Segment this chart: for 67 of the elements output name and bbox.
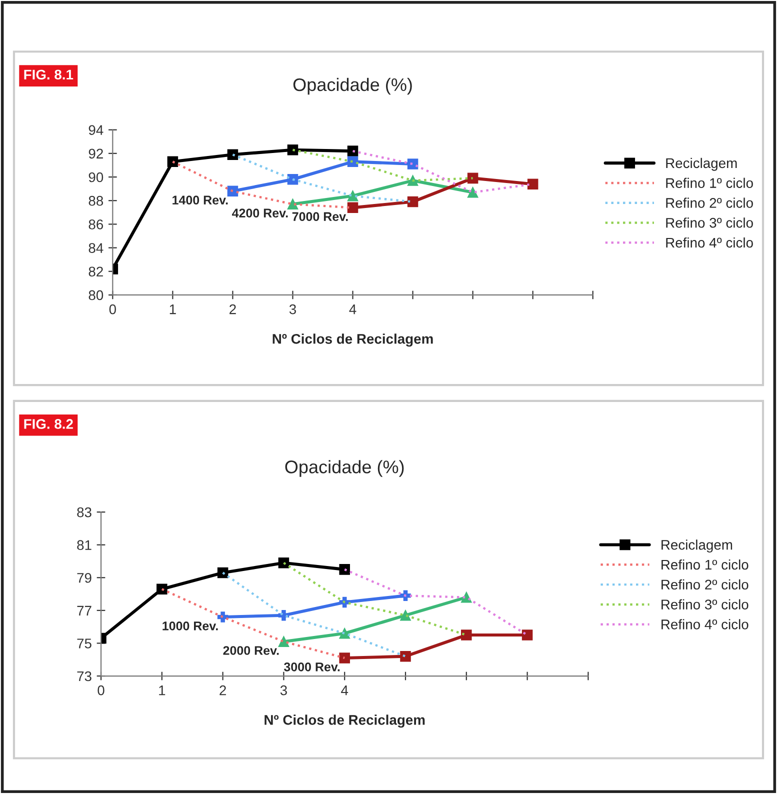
y-tick-label: 90 <box>88 172 104 182</box>
legend-label: Refino 4º ciclo <box>662 619 748 630</box>
y-tick-label: 75 <box>77 638 92 648</box>
point <box>400 650 411 662</box>
point <box>217 567 228 578</box>
point <box>339 652 350 664</box>
point <box>287 198 298 210</box>
point <box>522 630 533 640</box>
legend-label: Reciclagem <box>666 158 737 171</box>
x-tick-label: 2 <box>220 685 226 696</box>
point <box>347 202 358 214</box>
point <box>461 630 472 640</box>
x-tick-label: 0 <box>98 685 104 696</box>
y-tick-label: 81 <box>77 540 92 550</box>
x-tick-label: 1 <box>159 686 166 696</box>
x-tick-label: 2 <box>230 304 236 314</box>
y-tick-label: 92 <box>88 148 103 159</box>
y-tick-label: 82 <box>88 266 103 277</box>
legend-label: Refino 2º ciclo <box>666 198 753 208</box>
x-tick-label: 3 <box>289 304 296 314</box>
caption: FIG. 8.2 <box>24 419 73 429</box>
annotation: 1000 Rev. <box>162 621 218 630</box>
annotation: 1400 Rev. <box>172 196 228 205</box>
x-axis-title: Nº Ciclos de Reciclagem <box>264 714 425 728</box>
y-tick-label: 77 <box>77 606 92 616</box>
legend-label: Refino 4º ciclo <box>666 237 753 248</box>
point <box>467 172 478 184</box>
point <box>167 156 178 168</box>
legend-label: Refino 1º ciclo <box>662 559 748 570</box>
point <box>339 564 350 575</box>
y-tick-label: 84 <box>88 243 104 253</box>
point <box>527 178 538 190</box>
y-tick-label: 80 <box>88 290 104 300</box>
annotation: 3000 Rev. <box>284 662 340 672</box>
legend-label: Reciclagem <box>662 540 732 553</box>
annotation: 2000 Rev. <box>223 646 279 655</box>
chart-title: Opacidade (%) <box>285 460 404 477</box>
point <box>227 149 238 160</box>
point <box>467 186 478 198</box>
point <box>407 158 418 170</box>
point <box>347 146 358 156</box>
annotation: 7000 Rev. <box>292 212 348 222</box>
x-tick-label: 1 <box>170 304 176 314</box>
x-tick-label: 4 <box>341 686 348 696</box>
legend-label: Refino 2º ciclo <box>662 579 748 590</box>
y-tick-label: 86 <box>88 220 104 230</box>
x-axis-title: Nº Ciclos de Reciclagem <box>272 334 433 347</box>
point <box>287 144 298 156</box>
x-tick-label: 0 <box>109 304 116 314</box>
chart-title: Opacidade (%) <box>293 78 412 95</box>
point <box>407 196 418 208</box>
point <box>278 636 290 647</box>
y-tick-label: 73 <box>77 671 92 682</box>
y-tick-label: 83 <box>77 507 92 518</box>
x-tick-label: 3 <box>280 685 287 696</box>
y-tick-label: 94 <box>88 125 104 135</box>
y-tick-label: 79 <box>77 572 92 583</box>
legend-label: Refino 3º ciclo <box>662 599 748 610</box>
point <box>278 558 290 568</box>
legend-label: Refino 1º ciclo <box>666 178 753 188</box>
point <box>156 584 168 594</box>
y-tick-label: 88 <box>88 196 104 206</box>
point <box>347 190 358 202</box>
x-tick-label: 4 <box>349 304 356 314</box>
annotation: 4200 Rev. <box>232 208 288 218</box>
legend-label: Refino 3º ciclo <box>666 218 753 228</box>
caption: FIG. 8.1 <box>24 70 74 80</box>
